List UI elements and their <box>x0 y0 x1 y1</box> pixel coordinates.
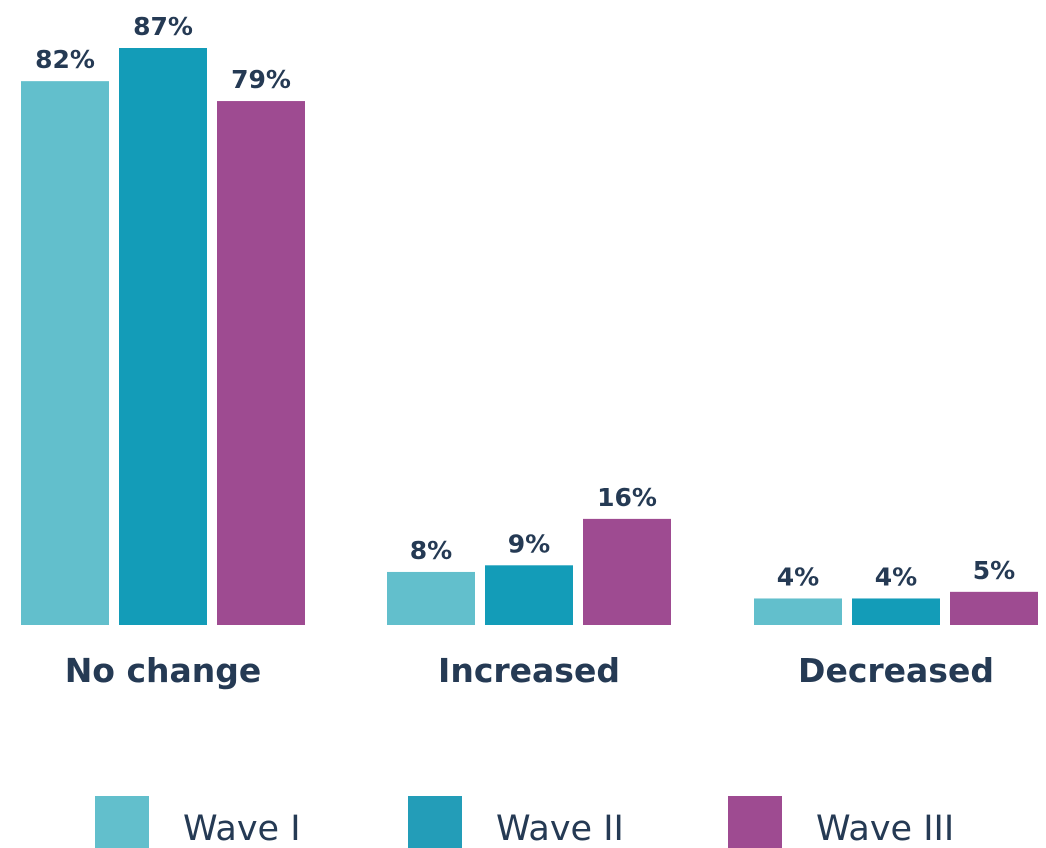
value-label-increased-wave-i: 8% <box>410 536 452 565</box>
category-label-increased: Increased <box>438 651 620 690</box>
bar-no-change-wave-ii <box>119 48 207 625</box>
bar-decreased-wave-iii <box>950 591 1038 625</box>
legend: Wave I Wave II Wave III <box>95 796 954 848</box>
value-label-no-change-wave-i: 82% <box>35 45 95 74</box>
legend-swatch-wave-i <box>95 796 149 848</box>
bar-no-change-wave-iii <box>217 101 305 625</box>
value-label-no-change-wave-ii: 87% <box>133 12 193 41</box>
legend-swatch-wave-ii <box>408 796 462 848</box>
bar-increased-wave-i <box>387 571 475 625</box>
category-labels-layer: No change Increased Decreased <box>65 651 994 690</box>
value-label-decreased-wave-iii: 5% <box>973 556 1015 585</box>
value-labels-layer: 82% 87% 79% 8% 9% 16% 4% 4% 5% <box>35 12 1015 591</box>
value-label-increased-wave-iii: 16% <box>597 483 657 512</box>
bar-increased-wave-iii <box>583 518 671 625</box>
legend-label-wave-iii: Wave III <box>816 809 954 848</box>
category-label-decreased: Decreased <box>798 651 994 690</box>
bar-increased-wave-ii <box>485 565 573 625</box>
legend-label-wave-i: Wave I <box>183 809 301 848</box>
bars-layer <box>21 48 1038 626</box>
category-label-no-change: No change <box>65 651 262 690</box>
legend-label-wave-ii: Wave II <box>496 809 624 848</box>
value-label-increased-wave-ii: 9% <box>508 529 550 558</box>
bar-decreased-wave-ii <box>852 598 940 625</box>
value-label-decreased-wave-i: 4% <box>777 562 819 591</box>
bar-no-change-wave-i <box>21 81 109 626</box>
value-label-no-change-wave-iii: 79% <box>231 65 291 94</box>
bar-decreased-wave-i <box>754 598 842 625</box>
value-label-decreased-wave-ii: 4% <box>875 562 917 591</box>
legend-swatch-wave-iii <box>728 796 782 848</box>
